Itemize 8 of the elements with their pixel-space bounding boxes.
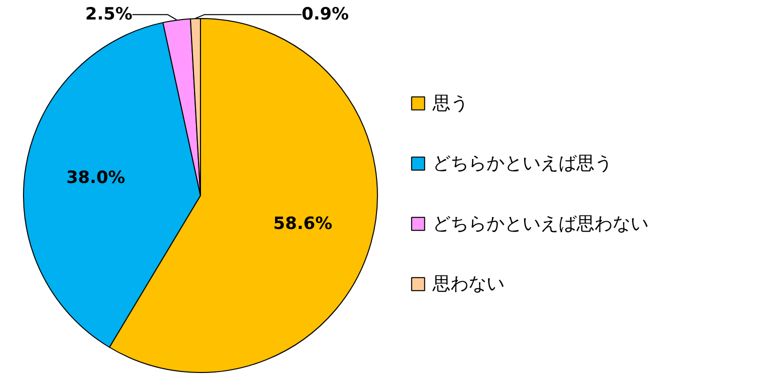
legend-label: 思う xyxy=(431,92,468,114)
data-label: 0.9% xyxy=(302,4,349,25)
data-label: 2.5% xyxy=(85,4,132,25)
data-label: 38.0% xyxy=(66,168,126,188)
legend-label: どちらかといえば思わない xyxy=(432,213,648,234)
legend-label: どちらかといえば思う xyxy=(432,153,612,174)
data-label: 58.6% xyxy=(273,214,332,234)
legend-label: 思わない xyxy=(431,274,504,295)
